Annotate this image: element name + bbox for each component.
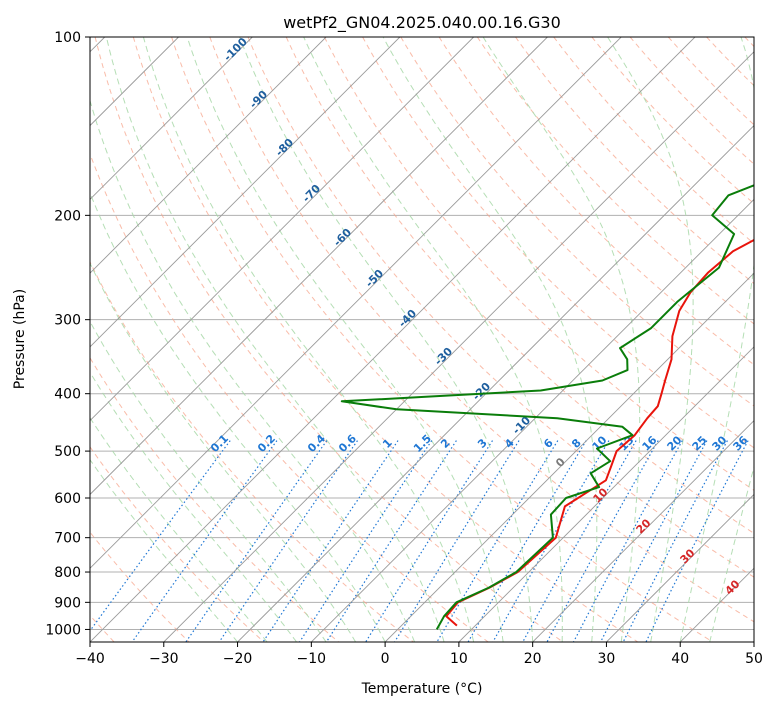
isotherm-line <box>311 198 754 642</box>
x-axis-label: Temperature (°C) <box>361 681 483 697</box>
dry-adiabat-line <box>132 37 639 642</box>
isotherm-line <box>237 124 754 642</box>
y-tick-label: 600 <box>54 491 81 507</box>
moist-adiabat-line <box>679 37 754 642</box>
isotherm-line <box>90 37 696 642</box>
y-tick-label: 800 <box>54 565 81 581</box>
moist-adiabat-line <box>90 371 297 642</box>
dewpoint-line <box>340 184 754 630</box>
isotherm-line <box>90 37 327 274</box>
y-tick-label: 400 <box>54 387 81 403</box>
y-tick-label: 1000 <box>45 622 81 638</box>
isotherms <box>90 37 754 642</box>
moist-adiabat-line <box>303 37 563 642</box>
isotherm-line <box>458 346 754 642</box>
plot-area: -100-90-80-70-60-50-40-30-20-10010203040… <box>90 37 754 642</box>
moist-adiabat-line <box>709 465 754 642</box>
dry-adiabat-line <box>209 37 754 623</box>
isotherm-line <box>606 493 754 642</box>
moist-adiabat-line <box>105 37 445 642</box>
mixing-ratio-line <box>90 440 231 632</box>
x-tick-label: −10 <box>297 651 327 667</box>
dry-adiabat-line <box>171 37 713 642</box>
x-tick-label: 10 <box>450 651 468 667</box>
mixing-ratio-line <box>522 440 637 642</box>
dry-adiabats <box>90 37 754 642</box>
plot-frame <box>89 36 755 643</box>
temperature-line <box>445 238 754 627</box>
isotherm-line <box>532 420 754 642</box>
isotherm-line <box>90 37 622 569</box>
moist-adiabat-line <box>90 191 386 642</box>
dry-adiabat-line <box>515 37 754 285</box>
mixing-ratio-line <box>394 440 520 642</box>
mixing-ratio-line <box>325 440 457 642</box>
y-tick-label: 500 <box>54 444 81 460</box>
y-tick-label: 700 <box>54 531 81 547</box>
moist-adiabat-line <box>186 37 504 642</box>
mixing-ratio-line <box>185 440 328 642</box>
dry-adiabat-line <box>247 37 754 578</box>
chart-title: wetPf2_GN04.2025.040.00.16.G30 <box>283 13 561 33</box>
y-axis-label: Pressure (hPa) <box>12 289 28 389</box>
x-tick-label: −40 <box>75 651 105 667</box>
mixing-ratio-line <box>218 440 358 642</box>
x-tick-label: 50 <box>745 651 763 667</box>
moist-adiabat-line <box>607 37 694 642</box>
isotherm-line <box>384 272 754 642</box>
dry-adiabat-line <box>438 37 754 366</box>
moist-adiabat-line <box>90 320 327 642</box>
profile-lines <box>340 184 754 630</box>
dry-adiabat-line <box>400 37 754 407</box>
mixing-ratio-line <box>299 440 433 642</box>
moist-adiabat-line <box>90 262 357 642</box>
moist-adiabat-line <box>90 458 238 642</box>
dry-adiabat-line <box>476 37 754 325</box>
y-tick-label: 100 <box>54 30 81 46</box>
pressure-gridlines <box>90 37 754 630</box>
dry-adiabat-line <box>362 37 754 449</box>
mixing-ratio-line <box>645 440 749 642</box>
dry-adiabat-line <box>591 37 754 205</box>
mixing-ratio-line <box>131 440 278 642</box>
x-tick-label: 30 <box>598 651 616 667</box>
dry-adiabat-line <box>90 446 265 642</box>
x-tick-label: 40 <box>671 651 689 667</box>
isotherm-line <box>90 37 401 348</box>
x-tick-label: −20 <box>223 651 253 667</box>
x-axis-ticks: −40 −30 −20 −10 0 10 20 30 40 50 <box>75 642 763 667</box>
moist-adiabat-line <box>482 37 641 642</box>
y-tick-label: 900 <box>54 595 81 611</box>
dry-adiabat-line <box>90 531 190 642</box>
dry-adiabat-line <box>94 37 564 642</box>
moist-adiabat-line <box>90 416 268 642</box>
y-tick-label: 300 <box>54 313 81 329</box>
dry-adiabat-line <box>90 260 414 642</box>
mixing-ratio-line <box>262 440 399 642</box>
x-tick-label: 20 <box>524 651 542 667</box>
isotherm-line <box>90 37 253 200</box>
x-tick-label: −30 <box>149 651 179 667</box>
y-axis-ticks: 100 200 300 400 500 600 700 800 900 1000 <box>45 30 90 638</box>
y-tick-label: 200 <box>54 208 81 224</box>
isotherm-line <box>163 51 754 642</box>
moist-adiabat-line <box>239 37 534 642</box>
dry-adiabat-line <box>629 37 754 165</box>
mixing-ratio-line <box>546 440 659 642</box>
x-tick-label: 0 <box>381 651 390 667</box>
isotherm-line <box>90 37 548 496</box>
mixing-ratio-line <box>467 440 587 642</box>
isotherm-line <box>90 37 474 422</box>
